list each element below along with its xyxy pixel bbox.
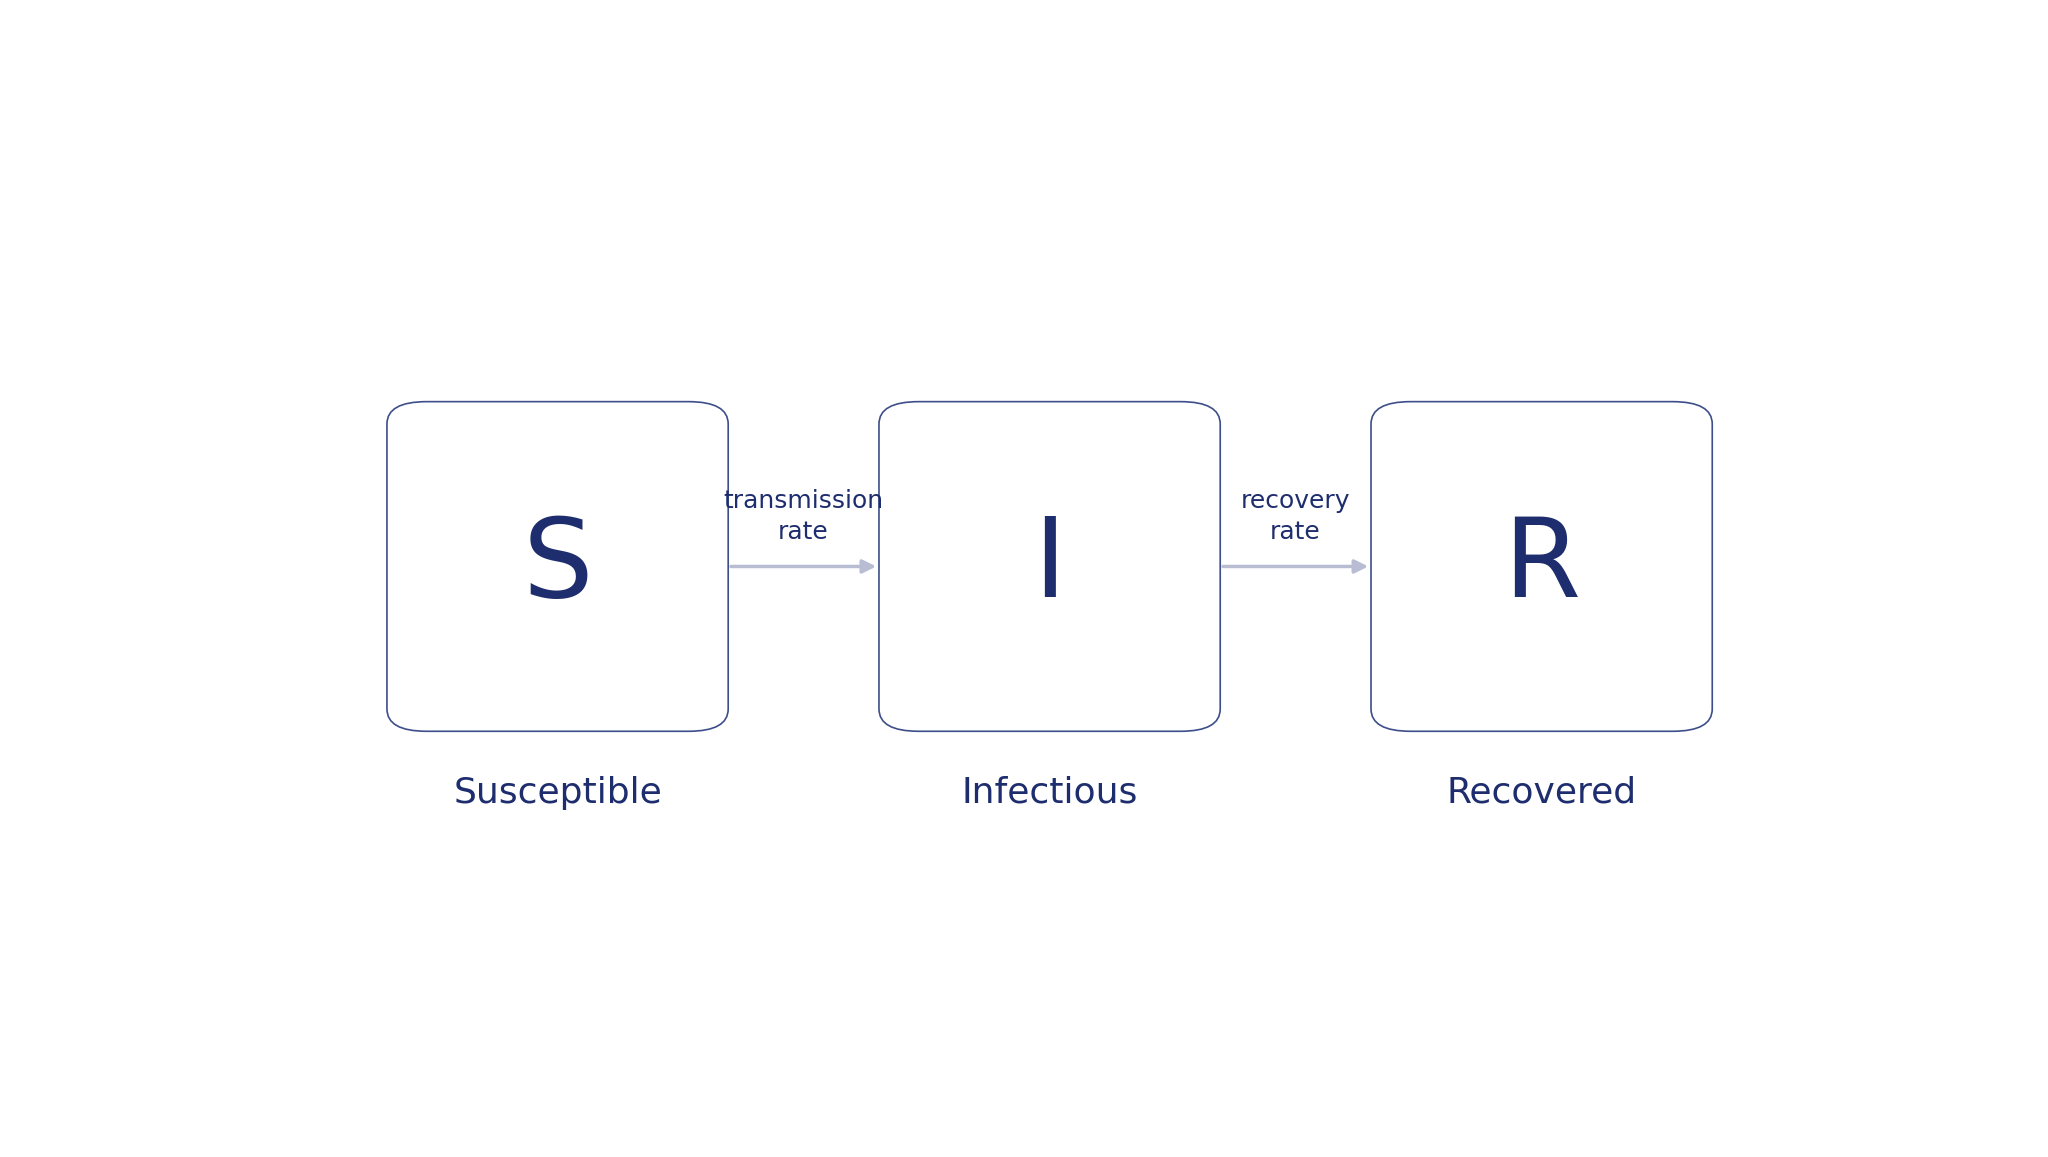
Text: transmission
rate: transmission rate <box>723 488 883 544</box>
Text: I: I <box>1034 513 1065 620</box>
Text: Susceptible: Susceptible <box>453 776 662 810</box>
FancyBboxPatch shape <box>387 401 729 731</box>
Text: S: S <box>522 513 592 620</box>
Text: Recovered: Recovered <box>1446 776 1636 810</box>
FancyBboxPatch shape <box>879 401 1221 731</box>
Text: Infectious: Infectious <box>961 776 1139 810</box>
Text: R: R <box>1503 513 1581 620</box>
Text: recovery
rate: recovery rate <box>1241 488 1350 544</box>
FancyBboxPatch shape <box>1370 401 1712 731</box>
